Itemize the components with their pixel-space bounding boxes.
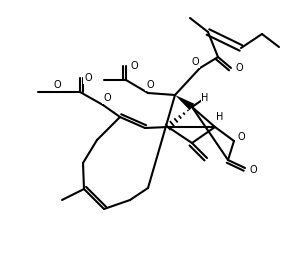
- Text: O: O: [130, 61, 138, 71]
- Text: O: O: [235, 63, 243, 73]
- Text: O: O: [103, 93, 111, 103]
- Text: O: O: [53, 80, 61, 90]
- Polygon shape: [175, 95, 194, 110]
- Text: H: H: [216, 112, 224, 122]
- Text: O: O: [237, 132, 245, 142]
- Text: O: O: [146, 80, 154, 90]
- Text: O: O: [84, 73, 92, 83]
- Text: H: H: [201, 93, 209, 103]
- Text: O: O: [249, 165, 257, 175]
- Text: O: O: [191, 57, 199, 67]
